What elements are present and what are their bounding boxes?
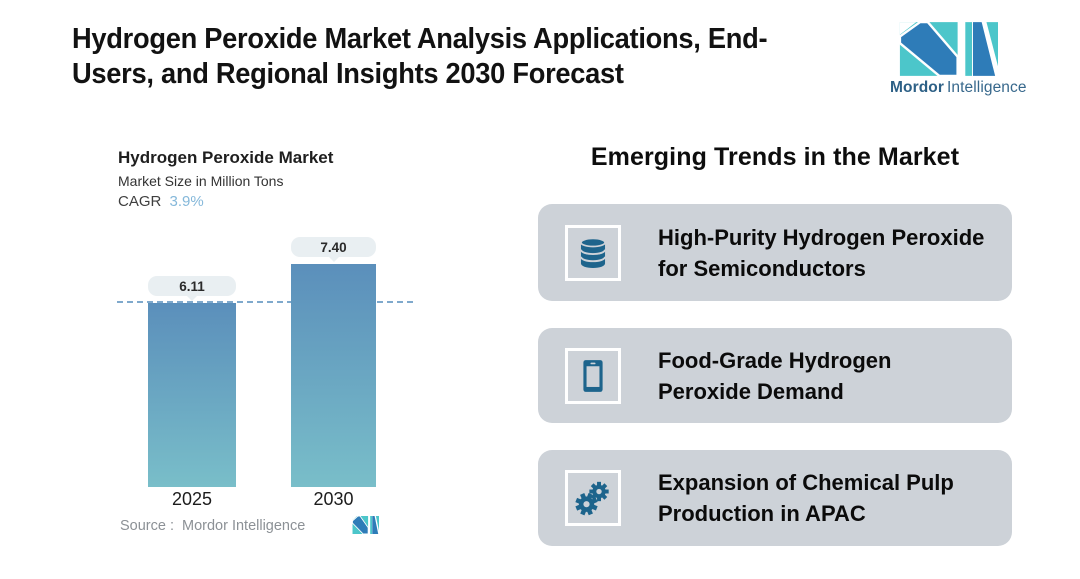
source-line: Source : Mordor Intelligence <box>120 518 305 534</box>
mini-brand-logo-icon <box>352 516 379 534</box>
source-value: Mordor Intelligence <box>182 518 306 534</box>
trend-line2: for Semiconductors <box>658 255 866 281</box>
trend-line2: Production in APAC <box>658 501 866 526</box>
chart-cagr: CAGR 3.9% <box>118 193 204 210</box>
brand-name: Mordor Intelligence <box>890 79 1027 97</box>
trend-card-food-grade: Food-Grade Hydrogen Peroxide Demand <box>538 328 1012 423</box>
brand-word-mordor: Mordor <box>890 79 944 96</box>
icon-box <box>565 347 621 404</box>
page-title-line2: Users, and Regional Insights 2030 Foreca… <box>72 58 624 90</box>
brand-logo: Mordor Intelligence <box>890 22 1027 97</box>
trend-card-text: Expansion of Chemical Pulp Production in… <box>658 467 954 529</box>
bar-2025 <box>148 303 236 487</box>
page-title: Hydrogen Peroxide Market Analysis Applic… <box>72 22 768 92</box>
trend-line1: Food-Grade Hydrogen <box>658 347 892 373</box>
bar-2030 <box>291 264 376 487</box>
trend-card-pulp-expansion: Expansion of Chemical Pulp Production in… <box>538 450 1012 546</box>
trend-cards: High-Purity Hydrogen Peroxide for Semico… <box>538 204 1012 546</box>
icon-box <box>565 224 621 281</box>
x-axis-label-2030: 2030 <box>313 489 354 509</box>
bar-group-2030: 7.40 <box>291 237 376 487</box>
value-badge-2025: 6.11 <box>148 276 236 301</box>
x-axis-label-2025: 2025 <box>171 489 213 509</box>
smartphone-icon <box>583 359 603 392</box>
trend-card-text: High-Purity Hydrogen Peroxide for Semico… <box>658 222 984 284</box>
page-title-line1: Hydrogen Peroxide Market Analysis Applic… <box>72 23 768 55</box>
database-icon <box>580 237 606 268</box>
trend-line2: Peroxide Demand <box>658 378 844 404</box>
cagr-value: 3.9% <box>169 193 204 210</box>
trend-line1: High-Purity Hydrogen Peroxide <box>658 224 985 250</box>
trend-card-high-purity: High-Purity Hydrogen Peroxide for Semico… <box>538 204 1012 301</box>
trend-line1: Expansion of Chemical Pulp <box>658 470 954 495</box>
source-label: Source : <box>120 518 174 534</box>
reference-dashed-line <box>117 301 413 304</box>
bar-group-2025: 6.11 <box>148 276 236 487</box>
trends-heading: Emerging Trends in the Market <box>590 143 960 171</box>
mordor-intelligence-logo-icon <box>898 22 998 76</box>
chart-subtitle: Market Size in Million Tons <box>118 173 284 189</box>
cagr-label: CAGR <box>118 193 162 210</box>
brand-word-intelligence: Intelligence <box>946 79 1027 96</box>
value-badge-2030: 7.40 <box>291 237 376 262</box>
chart-title: Hydrogen Peroxide Market <box>118 148 334 167</box>
icon-box <box>565 470 621 526</box>
trend-card-text: Food-Grade Hydrogen Peroxide Demand <box>658 345 891 407</box>
gears-icon <box>575 481 609 516</box>
